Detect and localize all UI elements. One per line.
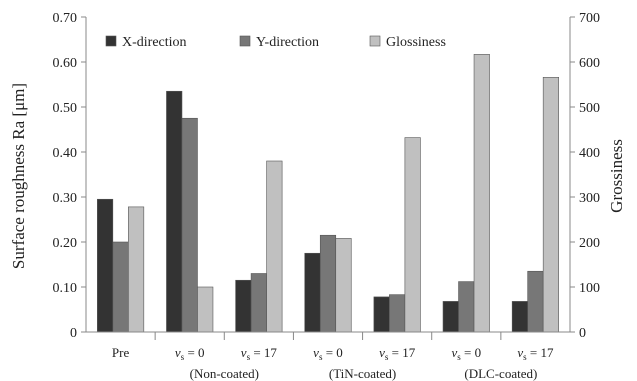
bar-glossiness	[542, 77, 559, 333]
bar-glossiness	[473, 54, 490, 333]
legend-label: Y-direction	[256, 35, 319, 50]
bar-y-direction	[527, 270, 544, 333]
right-axis-label: Grossiness	[607, 139, 626, 213]
left-tick-label: 0.20	[53, 236, 78, 251]
category-label: vs = 17	[517, 345, 554, 362]
bars	[97, 54, 559, 333]
category-label: Pre	[112, 345, 130, 360]
category-labels: Pre vs = 0 vs = 17 vs = 0 vs = 17 vs = 0 vs = …	[112, 345, 554, 381]
left-tick-label: 0.70	[53, 11, 78, 26]
bar-x-direction	[373, 296, 390, 333]
category-label: vs = 17	[241, 345, 278, 362]
bar-glossiness	[266, 160, 283, 333]
right-tick-label: 400	[579, 146, 600, 161]
bar-y-direction	[389, 294, 406, 333]
bar-x-direction	[166, 90, 183, 333]
bar-x-direction	[97, 198, 114, 333]
category-label: vs = 17	[379, 345, 416, 362]
axes	[81, 16, 575, 340]
left-tick-label: 0.60	[53, 56, 78, 71]
right-tick-label: 600	[579, 56, 600, 71]
group-label: (TiN-coated)	[329, 366, 396, 381]
bar-y-direction	[250, 273, 267, 333]
right-tick-labels: 0 100 200 300 400 500 600 700	[579, 11, 600, 341]
bar-y-direction	[458, 281, 475, 333]
bar-glossiness	[335, 238, 352, 333]
bar-glossiness	[128, 206, 145, 333]
right-tick-label: 100	[579, 281, 600, 296]
bar-y-direction	[112, 241, 129, 333]
legend-swatch	[239, 35, 251, 47]
legend-label: X-direction	[122, 35, 187, 50]
legend-swatch	[105, 35, 117, 47]
bar-x-direction	[511, 301, 528, 333]
right-tick-label: 500	[579, 101, 600, 116]
legend: X-direction Y-direction Glossiness	[105, 35, 446, 50]
group-label: (Non-coated)	[190, 366, 259, 381]
bar-y-direction	[319, 234, 337, 333]
legend-swatch	[369, 35, 381, 47]
left-axis-label: Surface roughness Ra [μm]	[9, 83, 28, 269]
bar-glossiness	[197, 286, 214, 333]
left-tick-label: 0	[70, 326, 77, 341]
left-tick-labels: 0 0.10 0.20 0.30 0.40 0.50 0.60 0.70	[53, 11, 78, 341]
category-label: vs = 0	[451, 345, 481, 362]
right-tick-label: 700	[579, 11, 600, 26]
left-tick-label: 0.10	[53, 281, 78, 296]
category-label: vs = 0	[313, 345, 343, 362]
group-label: (DLC-coated)	[464, 366, 537, 381]
category-label: vs = 0	[175, 345, 205, 362]
legend-label: Glossiness	[386, 35, 446, 50]
right-tick-label: 200	[579, 236, 600, 251]
left-tick-label: 0.50	[53, 101, 78, 116]
bar-glossiness	[404, 137, 421, 333]
bar-x-direction	[442, 301, 459, 333]
left-tick-label: 0.30	[53, 191, 78, 206]
bar-x-direction	[235, 279, 252, 333]
bar-y-direction	[181, 117, 198, 333]
right-tick-label: 300	[579, 191, 600, 206]
bar-x-direction	[304, 252, 321, 333]
left-tick-label: 0.40	[53, 146, 78, 161]
right-tick-label: 0	[579, 326, 586, 341]
